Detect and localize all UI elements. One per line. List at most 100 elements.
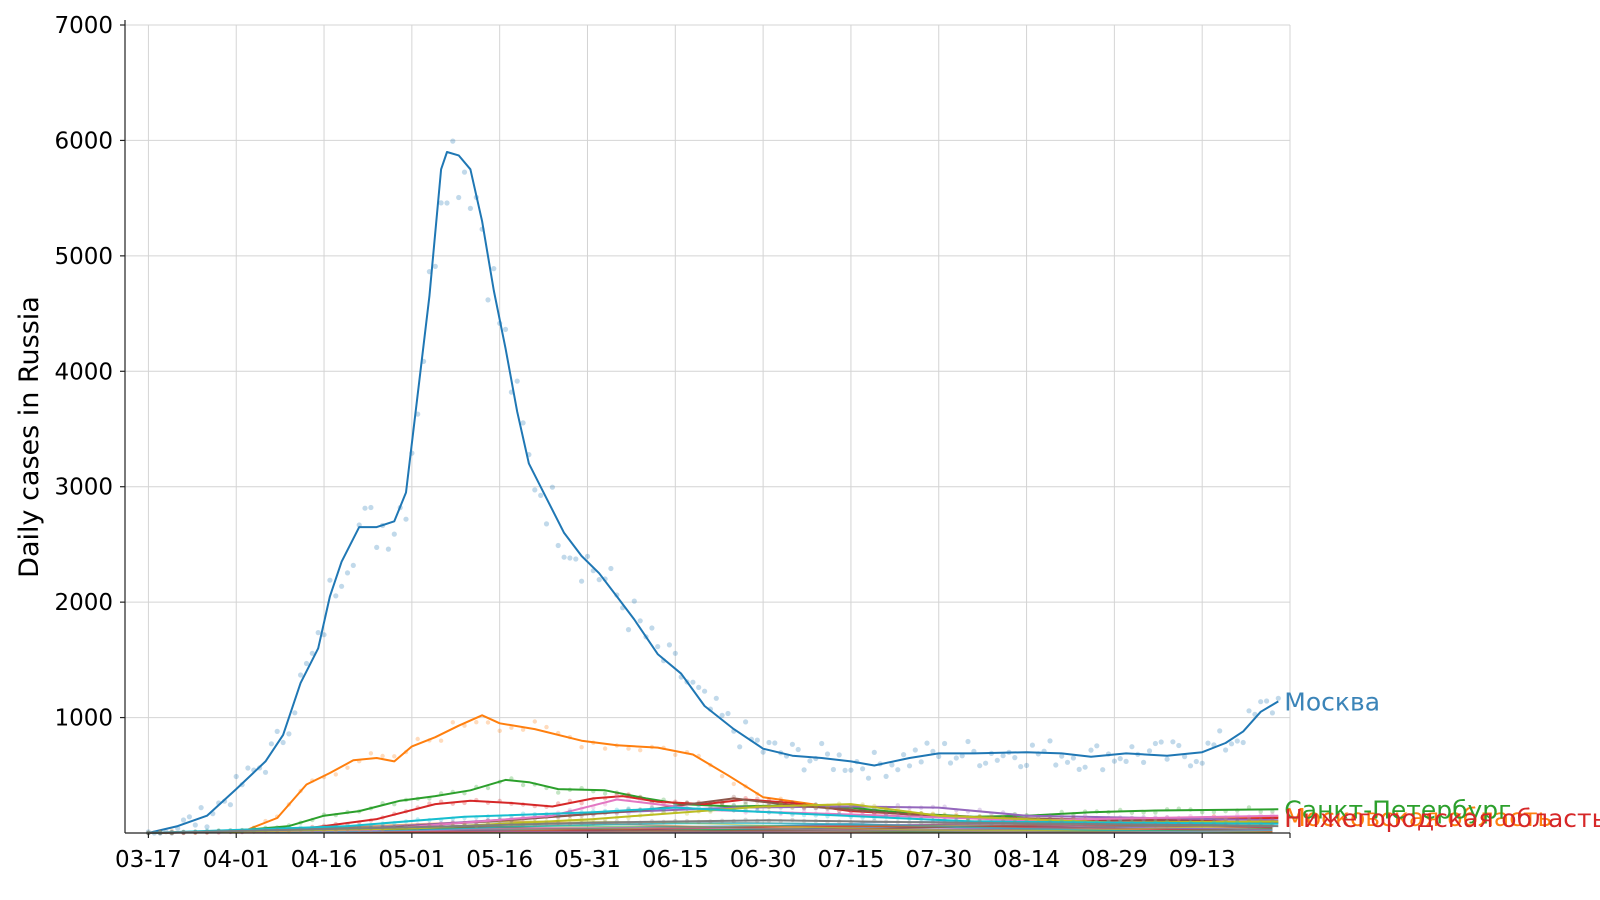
data-point (556, 790, 561, 795)
data-point (1170, 739, 1176, 745)
data-point (298, 672, 304, 678)
data-point (719, 712, 725, 718)
data-point (953, 755, 959, 761)
data-point (350, 562, 356, 569)
data-point (520, 420, 526, 426)
data-point (485, 785, 491, 791)
data-point (1223, 747, 1229, 753)
data-point (1088, 747, 1094, 753)
x-tick-label: 07-30 (905, 847, 972, 873)
y-tick-label: 4000 (54, 359, 113, 385)
data-point (180, 817, 187, 823)
y-tick-label: 2000 (54, 590, 113, 616)
series-end-label: Москва (1284, 687, 1380, 716)
data-point (502, 326, 509, 332)
data-point (438, 200, 444, 206)
data-point (186, 814, 192, 820)
series-line (148, 778, 1279, 834)
data-point (930, 748, 936, 754)
data-point (303, 660, 310, 667)
data-point (918, 759, 924, 765)
data-point (467, 205, 473, 211)
series-end-label: Московская область (1284, 803, 1552, 832)
data-point (561, 554, 567, 560)
data-point (947, 760, 954, 766)
data-point (450, 138, 456, 144)
data-point (719, 800, 725, 805)
data-point (339, 583, 345, 589)
data-point (1047, 738, 1053, 744)
data-point (532, 487, 538, 493)
data-point (1123, 758, 1129, 765)
data-point (485, 720, 491, 725)
data-point (344, 570, 351, 576)
data-point (807, 758, 813, 764)
data-point (713, 695, 719, 701)
data-point (1176, 742, 1182, 749)
y-tick-label: 1000 (54, 706, 113, 732)
data-point (368, 751, 374, 756)
series-end-labels: Москва Московская областьСанкт-ПетербургН… (1284, 687, 1600, 833)
grid (125, 24, 1291, 833)
data-point (415, 736, 420, 742)
data-point (456, 194, 462, 201)
data-point (1182, 754, 1188, 760)
data-point (1059, 753, 1065, 759)
data-point (824, 751, 831, 757)
x-tick-label: 08-14 (993, 847, 1060, 873)
data-point (848, 767, 854, 773)
data-point (655, 644, 661, 650)
data-point (1012, 755, 1018, 761)
data-point (1199, 760, 1205, 766)
data-point (567, 555, 573, 561)
data-point (825, 804, 830, 810)
data-point (895, 767, 901, 773)
data-point (1200, 810, 1205, 815)
series-end-label: Санкт-Петербург (1284, 795, 1511, 824)
data-point (760, 749, 766, 755)
data-point (450, 720, 455, 725)
data-point (860, 766, 866, 772)
y-tick-label: 7000 (54, 13, 113, 39)
data-point (549, 484, 556, 490)
data-point (245, 765, 251, 771)
data-point (1029, 742, 1035, 748)
data-point (385, 546, 391, 552)
data-point (1000, 753, 1006, 759)
data-point (392, 754, 397, 759)
data-point (602, 791, 608, 796)
data-point (315, 630, 321, 636)
data-point (227, 802, 233, 808)
data-point (936, 753, 942, 760)
data-point (333, 593, 339, 599)
data-point (579, 578, 585, 584)
data-point (544, 724, 549, 730)
minor-series-line (148, 821, 1273, 834)
data-point (626, 746, 631, 751)
data-point (1275, 695, 1281, 701)
data-point (1164, 756, 1170, 762)
x-tick-label: 09-13 (1169, 847, 1236, 873)
data-point (743, 719, 749, 725)
data-point (1217, 728, 1223, 734)
data-point (520, 727, 526, 732)
data-point (274, 728, 280, 735)
data-point (842, 767, 848, 774)
data-point (608, 565, 614, 572)
data-point (743, 799, 748, 805)
data-point (1018, 764, 1024, 770)
data-point (333, 772, 338, 777)
data-point (830, 766, 837, 773)
data-point (584, 553, 591, 560)
data-point (906, 763, 913, 769)
y-tick-label: 3000 (54, 475, 113, 501)
data-point (444, 200, 450, 206)
axes: 1000 2000 3000 4000 5000 6000 7000 03-17 04-01 04… (54, 13, 1291, 873)
data-point (795, 746, 801, 753)
data-point (754, 737, 760, 743)
series-lines (145, 138, 1281, 836)
data-point (865, 775, 872, 781)
data-point (637, 618, 643, 624)
data-point (1187, 763, 1194, 769)
data-point (1258, 809, 1263, 814)
